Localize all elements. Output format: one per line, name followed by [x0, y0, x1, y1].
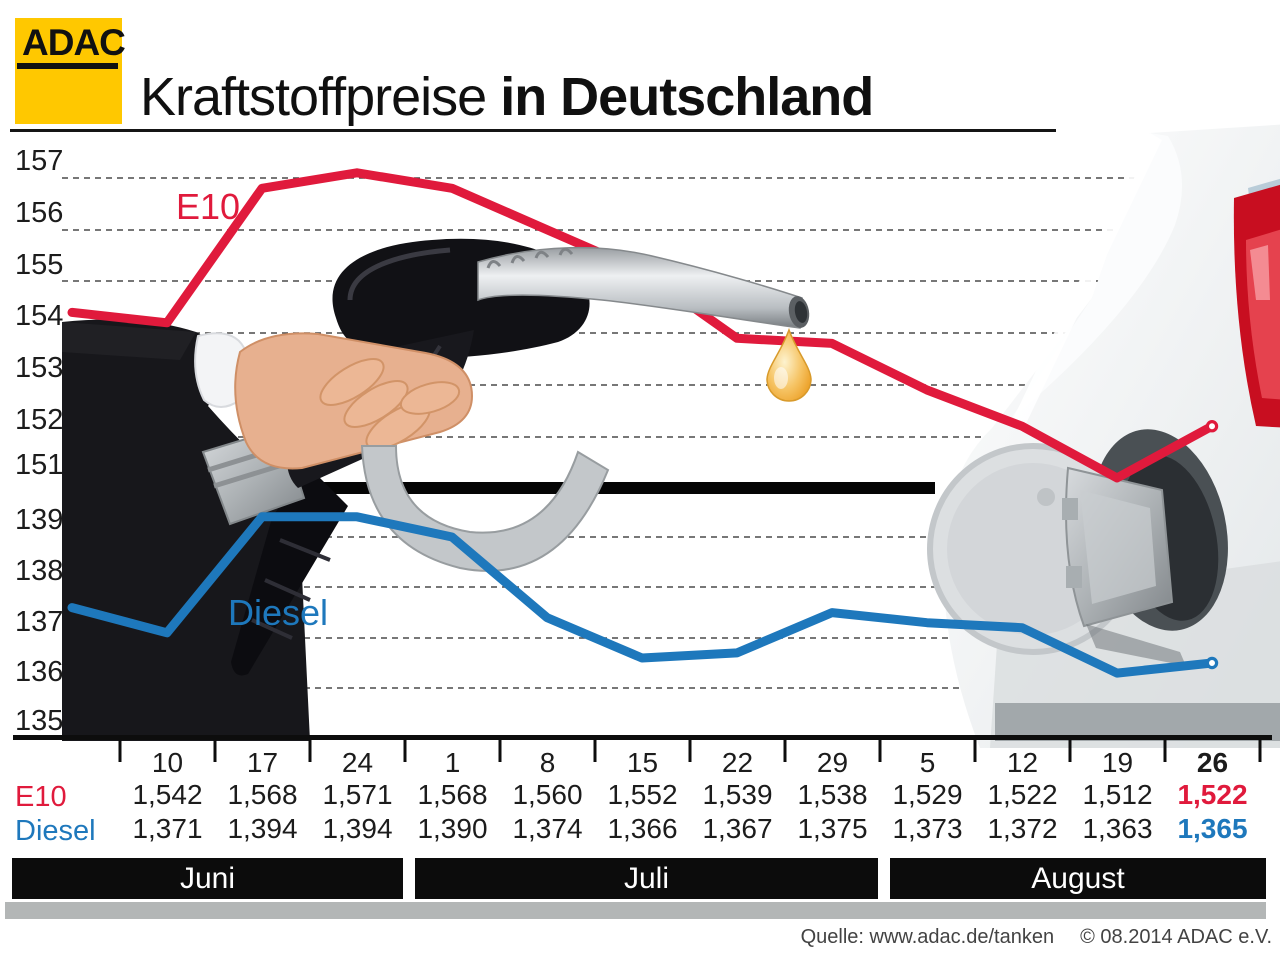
diesel-line	[67, 512, 1217, 678]
adac-logo-text: ADAC	[22, 22, 126, 63]
diesel-value: 1,375	[797, 813, 868, 844]
diesel-value: 1,372	[987, 813, 1058, 844]
date-cell: 24	[341, 747, 374, 778]
y-label-156: 156	[15, 197, 64, 229]
e10-value: 1,542	[132, 779, 203, 810]
date-cell-current: 26	[1196, 747, 1229, 778]
diesel-value: 1,394	[227, 813, 298, 844]
source-line: Quelle: www.adac.de/tanken © 08.2014 ADAC…	[801, 926, 1272, 949]
y-label-151: 151	[15, 449, 64, 481]
month-bar-juli: Juli	[415, 858, 878, 899]
e10-row-label: E10	[15, 781, 67, 813]
y-label-152: 152	[15, 404, 64, 436]
nozzle-spout	[477, 246, 812, 402]
date-cell: 19	[1101, 747, 1134, 778]
adac-logo-underline	[17, 63, 118, 69]
e10-value: 1,512	[1082, 779, 1153, 810]
date-cell: 15	[626, 747, 659, 778]
date-cell: 10	[151, 747, 184, 778]
source-copyright: © 08.2014 ADAC e.V.	[1080, 926, 1272, 948]
diesel-value: 1,366	[607, 813, 678, 844]
date-row: 10 17 24 1 8 15 22 29 5 12 19 26	[120, 747, 1260, 779]
month-bar-august: August	[890, 858, 1266, 899]
diesel-series-label: Diesel	[228, 592, 329, 633]
y-label-138: 138	[15, 555, 64, 587]
fuel-nozzle-illustration	[62, 238, 610, 741]
y-label-157: 157	[15, 145, 64, 177]
e10-series-label: E10	[176, 186, 241, 227]
e10-value-row: 1,542 1,568 1,571 1,568 1,560 1,552 1,53…	[120, 779, 1260, 811]
e10-value: 1,539	[702, 779, 773, 810]
source-url: Quelle: www.adac.de/tanken	[800, 926, 1055, 948]
e10-value: 1,571	[322, 779, 393, 810]
e10-value: 1,538	[797, 779, 868, 810]
diesel-value: 1,363	[1082, 813, 1153, 844]
date-cell: 22	[721, 747, 754, 778]
date-cell: 5	[919, 747, 936, 778]
x-axis	[13, 735, 1272, 762]
page-title: Kraftstoffpreise in Deutschland	[140, 66, 874, 128]
e10-value-current: 1,522	[1177, 779, 1248, 810]
y-label-153: 153	[15, 352, 64, 384]
date-cell: 12	[1006, 747, 1039, 778]
date-cell: 17	[246, 747, 279, 778]
diesel-value: 1,374	[512, 813, 583, 844]
e10-value: 1,568	[417, 779, 488, 810]
diesel-value-row: 1,371 1,394 1,394 1,390 1,374 1,366 1,36…	[120, 813, 1260, 845]
title-regular: Kraftstoffpreise	[140, 67, 501, 127]
month-bar-juni: Juni	[12, 858, 403, 899]
diesel-value: 1,371	[132, 813, 203, 844]
diesel-row-label: Diesel	[15, 815, 96, 847]
e10-value: 1,568	[227, 779, 298, 810]
trigger-guard	[360, 445, 610, 572]
y-label-155: 155	[15, 249, 64, 281]
diesel-value-current: 1,365	[1177, 813, 1248, 844]
e10-value: 1,529	[892, 779, 963, 810]
diesel-value: 1,373	[892, 813, 963, 844]
diesel-value: 1,394	[322, 813, 393, 844]
title-bold: in Deutschland	[500, 67, 874, 127]
e10-value: 1,552	[607, 779, 678, 810]
diesel-value: 1,367	[702, 813, 773, 844]
e10-value: 1,560	[512, 779, 583, 810]
diesel-end-dot	[1205, 656, 1219, 670]
y-label-136: 136	[15, 656, 64, 688]
y-label-135: 135	[15, 705, 64, 737]
date-cell: 8	[539, 747, 556, 778]
date-cell: 29	[816, 747, 849, 778]
y-label-154: 154	[15, 300, 64, 332]
y-label-137: 137	[15, 606, 64, 638]
title-underline	[10, 129, 1056, 132]
y-label-139: 139	[15, 504, 64, 536]
gray-divider-bar	[5, 902, 1266, 919]
adac-logo: ADAC	[15, 18, 126, 124]
car-illustration	[927, 124, 1280, 748]
diesel-value: 1,390	[417, 813, 488, 844]
e10-value: 1,522	[987, 779, 1058, 810]
e10-end-dot	[1205, 420, 1219, 433]
date-cell: 1	[444, 747, 461, 778]
